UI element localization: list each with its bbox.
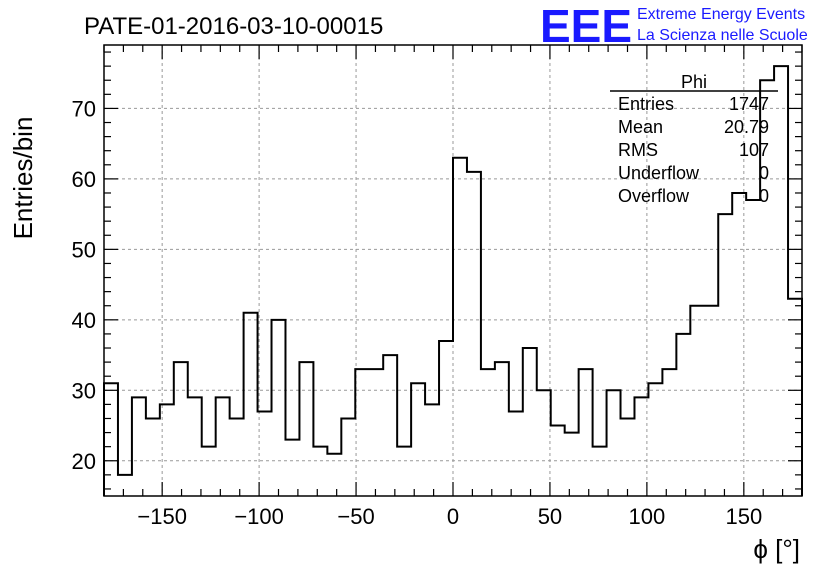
histogram-bin xyxy=(676,334,690,496)
eee-logo-line2: La Scienza nelle Scuole xyxy=(637,27,808,44)
stats-box: Phi Entries 1747 Mean 20.79 RMS 107 Unde… xyxy=(610,72,778,206)
histogram-bin xyxy=(593,447,607,496)
histogram-bin xyxy=(634,397,648,496)
histogram-bin xyxy=(188,397,202,496)
stats-mean-label: Mean xyxy=(618,117,663,137)
y-tick-label: 20 xyxy=(72,449,96,474)
histogram-bin xyxy=(313,447,327,496)
histogram-bin xyxy=(746,200,760,496)
x-tick-labels: −150 −100 −50 0 50 100 150 xyxy=(137,504,762,529)
x-tick-label: −150 xyxy=(137,504,187,529)
y-tick-label: 30 xyxy=(72,378,96,403)
histogram-bin xyxy=(397,447,411,496)
histogram-bin xyxy=(718,214,732,496)
histogram-bin xyxy=(453,158,467,496)
x-tick-label: −100 xyxy=(234,504,284,529)
histogram-bin xyxy=(425,404,439,496)
y-tick-labels: 20 30 40 50 60 70 xyxy=(72,96,96,473)
stats-box-title: Phi xyxy=(681,72,707,92)
histogram-bin xyxy=(537,390,551,496)
histogram-bin xyxy=(788,299,802,496)
stats-mean-value: 20.79 xyxy=(724,117,769,137)
x-axis-title: ϕ [°] xyxy=(753,534,800,564)
stats-entries-value: 1747 xyxy=(729,94,769,114)
histogram-bin xyxy=(383,355,397,496)
chart-title: PATE-01-2016-03-10-00015 xyxy=(84,13,383,40)
histogram-bin xyxy=(774,66,788,496)
histogram-bin xyxy=(579,369,593,496)
histogram-bin xyxy=(648,383,662,496)
y-tick-label: 40 xyxy=(72,308,96,333)
eee-logo: EEE Extreme Energy Events La Scienza nel… xyxy=(540,0,808,52)
y-tick-label: 50 xyxy=(72,237,96,262)
y-tick-label: 60 xyxy=(72,167,96,192)
axis-ticks xyxy=(103,45,803,496)
y-tick-label: 70 xyxy=(72,96,96,121)
histogram-bin xyxy=(146,418,160,496)
histogram-bin xyxy=(523,348,537,496)
histogram-bin xyxy=(272,320,286,496)
histogram-bin xyxy=(244,313,258,496)
x-tick-label: 100 xyxy=(629,504,666,529)
stats-overflow-label: Overflow xyxy=(618,186,690,206)
eee-logo-mark: EEE xyxy=(540,0,630,52)
histogram-bin xyxy=(355,369,369,496)
histogram-bin xyxy=(467,172,481,496)
eee-logo-line1: Extreme Energy Events xyxy=(637,6,805,23)
histogram-bin xyxy=(327,454,341,496)
histogram-series xyxy=(103,65,803,496)
histogram-bin xyxy=(509,411,523,496)
histogram-bin xyxy=(341,418,355,496)
histogram-bin xyxy=(565,433,579,496)
histogram-bin xyxy=(704,306,718,496)
stats-entries-label: Entries xyxy=(618,94,674,114)
histogram-bin xyxy=(690,306,704,496)
histogram-line xyxy=(103,65,803,496)
histogram-bin xyxy=(439,341,453,496)
stats-underflow-label: Underflow xyxy=(618,163,700,183)
histogram-bin xyxy=(621,418,635,496)
x-tick-label: 0 xyxy=(447,504,459,529)
x-tick-label: 150 xyxy=(725,504,762,529)
histogram-bin xyxy=(118,475,132,496)
histogram-bin xyxy=(662,369,676,496)
histogram-bin xyxy=(132,397,146,496)
x-tick-label: 50 xyxy=(538,504,562,529)
histogram-bin xyxy=(607,390,621,496)
histogram-bin xyxy=(481,369,495,496)
x-tick-label: −50 xyxy=(337,504,374,529)
stats-rms-label: RMS xyxy=(618,140,658,160)
histogram-bin xyxy=(230,418,244,496)
stats-overflow-value: 0 xyxy=(759,186,769,206)
stats-underflow-value: 0 xyxy=(759,163,769,183)
histogram-bin xyxy=(174,362,188,496)
histogram-bin xyxy=(216,397,230,496)
histogram-bin xyxy=(285,440,299,496)
histogram-bin xyxy=(104,383,118,496)
histogram-bin xyxy=(202,447,216,496)
histogram-bin xyxy=(411,383,425,496)
histogram-bin xyxy=(495,362,509,496)
y-axis-title: Entries/bin xyxy=(8,117,38,240)
histogram-bin xyxy=(299,362,313,496)
histogram-bin xyxy=(369,369,383,496)
stats-rms-value: 107 xyxy=(739,140,769,160)
